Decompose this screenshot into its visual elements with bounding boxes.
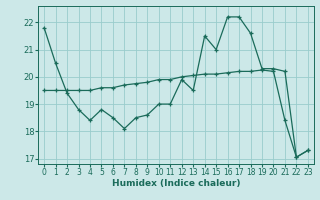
X-axis label: Humidex (Indice chaleur): Humidex (Indice chaleur) xyxy=(112,179,240,188)
